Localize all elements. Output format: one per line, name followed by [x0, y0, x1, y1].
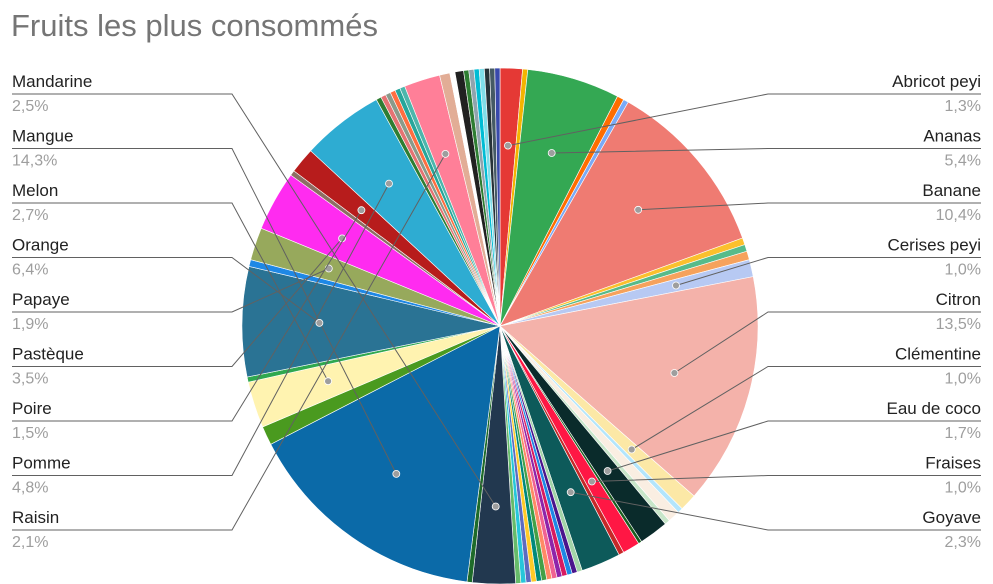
- pie-leader-dot: [441, 149, 450, 158]
- pie-label-abricot-peyi: Abricot peyi 1,3%: [503, 72, 981, 150]
- pie-label-percent: 2,5%: [12, 98, 48, 115]
- pie-leader-line: [591, 475, 981, 482]
- pie-leader-line: [12, 183, 390, 476]
- pie-label-mangue: Mangue 14,3%: [12, 127, 401, 478]
- pie-slices: [241, 67, 759, 584]
- pie-label-eau-de-coco: Eau de coco 1,7%: [603, 399, 981, 475]
- pie-leader-dot: [491, 502, 500, 511]
- pie-leader-line: [12, 202, 329, 382]
- pie-leader-line: [674, 311, 981, 374]
- pie-label-name: Mangue: [12, 127, 73, 146]
- pie-label-goyave: Goyave 2,3%: [566, 488, 981, 551]
- chart-title: Fruits les plus consommés: [11, 8, 378, 43]
- pie-label-percent: 1,9%: [12, 316, 48, 333]
- pie-leader-dot: [324, 264, 333, 273]
- pie-leader-dot: [357, 206, 366, 215]
- pie-leader-dot: [588, 477, 596, 486]
- pie-leader-dot: [547, 149, 556, 157]
- pie-leader-line: [12, 148, 397, 475]
- pie-label-name: Citron: [936, 290, 981, 309]
- pie-slice-62[interactable]: [494, 67, 501, 327]
- pie-leader-line: [12, 257, 320, 324]
- pie-label-name: Pastèque: [12, 345, 84, 364]
- pie-leader-dot: [385, 179, 393, 188]
- pie-label-name: Poire: [12, 399, 52, 418]
- pie-slice-banane[interactable]: [499, 101, 743, 327]
- pie-label-orange: Orange 6,4%: [12, 236, 324, 327]
- pie-label-poire: Poire 1,5%: [12, 206, 366, 442]
- pie-label-clementine: Clémentine 1,0%: [627, 345, 981, 454]
- pie-label-pomme: Pomme 4,8%: [12, 179, 393, 497]
- pie-label-name: Papaye: [12, 290, 70, 309]
- pie-label-fraises: Fraises 1,0%: [588, 454, 981, 497]
- pie-label-melon: Melon 2,7%: [12, 181, 333, 386]
- pie-label-percent: 5,4%: [945, 153, 981, 170]
- pie-label-mandarine: Mandarine 2,5%: [12, 72, 500, 511]
- pie-label-citron: Citron 13,5%: [670, 290, 981, 377]
- pie-slice-mangue[interactable]: [270, 325, 501, 583]
- pie-leader-dot: [503, 141, 512, 150]
- pie-label-name: Fraises: [925, 454, 981, 473]
- pie-label-name: Melon: [12, 181, 58, 200]
- pie-leader-dot: [603, 467, 612, 475]
- pie-label-percent: 3,5%: [12, 371, 48, 388]
- pie-label-name: Abricot peyi: [892, 72, 981, 91]
- pie-label-name: Raisin: [12, 508, 59, 527]
- pie-label-percent: 2,7%: [12, 207, 48, 224]
- pie-label-percent: 6,4%: [12, 262, 48, 279]
- pie-leader-line: [607, 420, 981, 472]
- pie-leader-line: [12, 153, 446, 531]
- pie-slice-orange[interactable]: [241, 266, 501, 378]
- pie-leader-dot: [566, 488, 575, 497]
- pie-label-pasteque: Pastèque 3,5%: [12, 234, 347, 388]
- pie-leader-dot: [392, 469, 401, 478]
- pie-label-percent: 4,8%: [12, 480, 48, 497]
- pie-label-percent: 1,0%: [945, 262, 981, 279]
- pie-label-percent: 1,3%: [945, 98, 981, 115]
- pie-leader-line: [551, 148, 981, 154]
- pie-leader-line: [12, 238, 343, 367]
- pie-label-name: Mandarine: [12, 72, 92, 91]
- pie-leader-line: [570, 491, 981, 531]
- pie-label-percent: 13,5%: [936, 316, 981, 333]
- pie-label-name: Orange: [12, 236, 69, 255]
- pie-leader-dot: [634, 205, 643, 214]
- pie-label-banane: Banane 10,4%: [634, 181, 981, 224]
- pie-leader-line: [12, 93, 497, 507]
- pie-leader-line: [631, 366, 981, 450]
- pie-label-percent: 1,7%: [945, 425, 981, 442]
- pie-label-name: Clémentine: [895, 345, 981, 364]
- pie-slice-citron[interactable]: [499, 276, 759, 497]
- pie-label-name: Ananas: [923, 127, 981, 146]
- pie-label-name: Banane: [922, 181, 981, 200]
- pie-label-name: Goyave: [922, 508, 981, 527]
- pie-leader-line: [12, 209, 362, 422]
- pie-leader-line: [638, 202, 981, 211]
- pie-label-percent: 1,0%: [945, 371, 981, 388]
- pie-label-percent: 1,5%: [12, 425, 48, 442]
- pie-label-papaye: Papaye 1,9%: [12, 264, 333, 333]
- pie-label-percent: 14,3%: [12, 153, 57, 170]
- pie-label-percent: 10,4%: [936, 207, 981, 224]
- pie-label-name: Pomme: [12, 454, 71, 473]
- pie-leader-line: [675, 257, 981, 286]
- pie-labels: Abricot peyi 1,3% Ananas 5,4% Banane 10,4% Cer…: [12, 72, 981, 551]
- pie-label-percent: 1,0%: [945, 480, 981, 497]
- pie-label-cerises-peyi: Cerises peyi 1,0%: [672, 236, 981, 290]
- pie-leader-dot: [315, 318, 324, 327]
- pie-leader-dot: [672, 281, 680, 290]
- pie-label-percent: 2,3%: [945, 534, 981, 551]
- pie-label-ananas: Ananas 5,4%: [547, 127, 981, 170]
- pie-label-name: Cerises peyi: [887, 236, 981, 255]
- pie-leader-dot: [670, 369, 679, 377]
- pie-leader-line: [507, 93, 981, 147]
- pie-label-name: Eau de coco: [886, 399, 981, 418]
- pie-leader-dot: [627, 445, 636, 454]
- pie-leader-line: [12, 268, 330, 313]
- pie-label-percent: 2,1%: [12, 534, 48, 551]
- pie-leader-dot: [324, 377, 333, 386]
- pie-label-raisin: Raisin 2,1%: [12, 149, 450, 551]
